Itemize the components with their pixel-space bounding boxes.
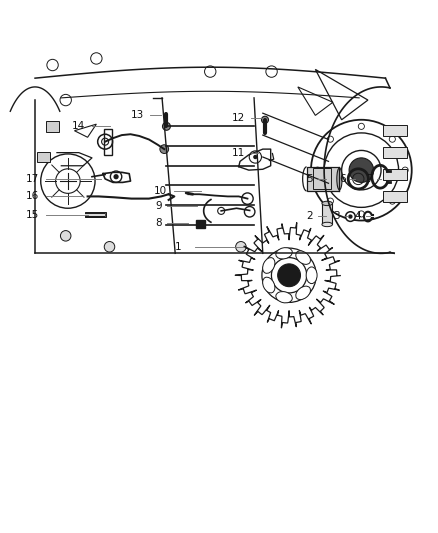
Bar xyxy=(85,212,106,217)
Bar xyxy=(37,152,50,162)
Bar xyxy=(313,168,331,189)
Text: 17: 17 xyxy=(26,174,39,184)
Text: 13: 13 xyxy=(131,110,145,120)
Circle shape xyxy=(162,123,170,130)
Circle shape xyxy=(402,167,408,173)
Text: 11: 11 xyxy=(232,148,245,158)
Circle shape xyxy=(266,66,277,77)
Circle shape xyxy=(102,138,109,145)
Bar xyxy=(104,128,112,155)
Ellipse shape xyxy=(337,168,342,190)
Ellipse shape xyxy=(296,251,311,264)
Circle shape xyxy=(278,264,300,287)
Circle shape xyxy=(314,167,321,173)
Circle shape xyxy=(327,198,333,204)
Circle shape xyxy=(91,53,102,64)
Circle shape xyxy=(236,241,246,252)
Circle shape xyxy=(205,66,216,77)
Text: 8: 8 xyxy=(155,217,162,228)
Circle shape xyxy=(60,94,71,106)
Ellipse shape xyxy=(322,201,332,206)
Circle shape xyxy=(218,207,225,214)
Bar xyxy=(322,204,332,224)
Bar xyxy=(383,169,407,180)
Circle shape xyxy=(47,59,58,71)
Text: 1: 1 xyxy=(175,242,182,252)
Circle shape xyxy=(389,136,396,142)
Circle shape xyxy=(60,231,71,241)
Ellipse shape xyxy=(322,222,332,227)
Ellipse shape xyxy=(276,248,292,259)
Text: 9: 9 xyxy=(155,201,162,211)
Ellipse shape xyxy=(276,292,292,303)
Circle shape xyxy=(113,174,119,179)
Circle shape xyxy=(389,198,396,204)
Circle shape xyxy=(327,136,333,142)
Text: 6: 6 xyxy=(339,174,346,184)
Circle shape xyxy=(253,155,258,159)
Ellipse shape xyxy=(306,267,317,284)
Circle shape xyxy=(358,123,364,130)
Ellipse shape xyxy=(263,257,275,273)
Circle shape xyxy=(346,212,355,221)
Text: 16: 16 xyxy=(26,191,39,201)
Text: 15: 15 xyxy=(26,210,39,220)
Circle shape xyxy=(358,211,364,217)
Text: 14: 14 xyxy=(72,122,85,131)
Text: 2: 2 xyxy=(307,211,313,221)
Circle shape xyxy=(110,171,122,182)
Text: 7: 7 xyxy=(366,174,372,184)
Bar xyxy=(383,147,407,158)
Bar xyxy=(196,220,205,228)
Bar xyxy=(46,121,59,132)
Circle shape xyxy=(261,116,268,123)
Text: 10: 10 xyxy=(153,186,166,196)
Circle shape xyxy=(104,241,115,252)
Text: 3: 3 xyxy=(333,211,339,221)
Text: 12: 12 xyxy=(232,112,245,123)
Bar xyxy=(383,125,407,136)
Text: 5: 5 xyxy=(307,174,313,184)
Text: 4: 4 xyxy=(355,211,361,221)
Ellipse shape xyxy=(263,277,275,293)
Circle shape xyxy=(249,151,261,163)
Bar xyxy=(307,167,339,191)
Circle shape xyxy=(349,158,374,182)
Circle shape xyxy=(160,145,169,154)
Ellipse shape xyxy=(296,286,311,300)
Bar xyxy=(383,191,407,201)
Circle shape xyxy=(348,214,353,219)
